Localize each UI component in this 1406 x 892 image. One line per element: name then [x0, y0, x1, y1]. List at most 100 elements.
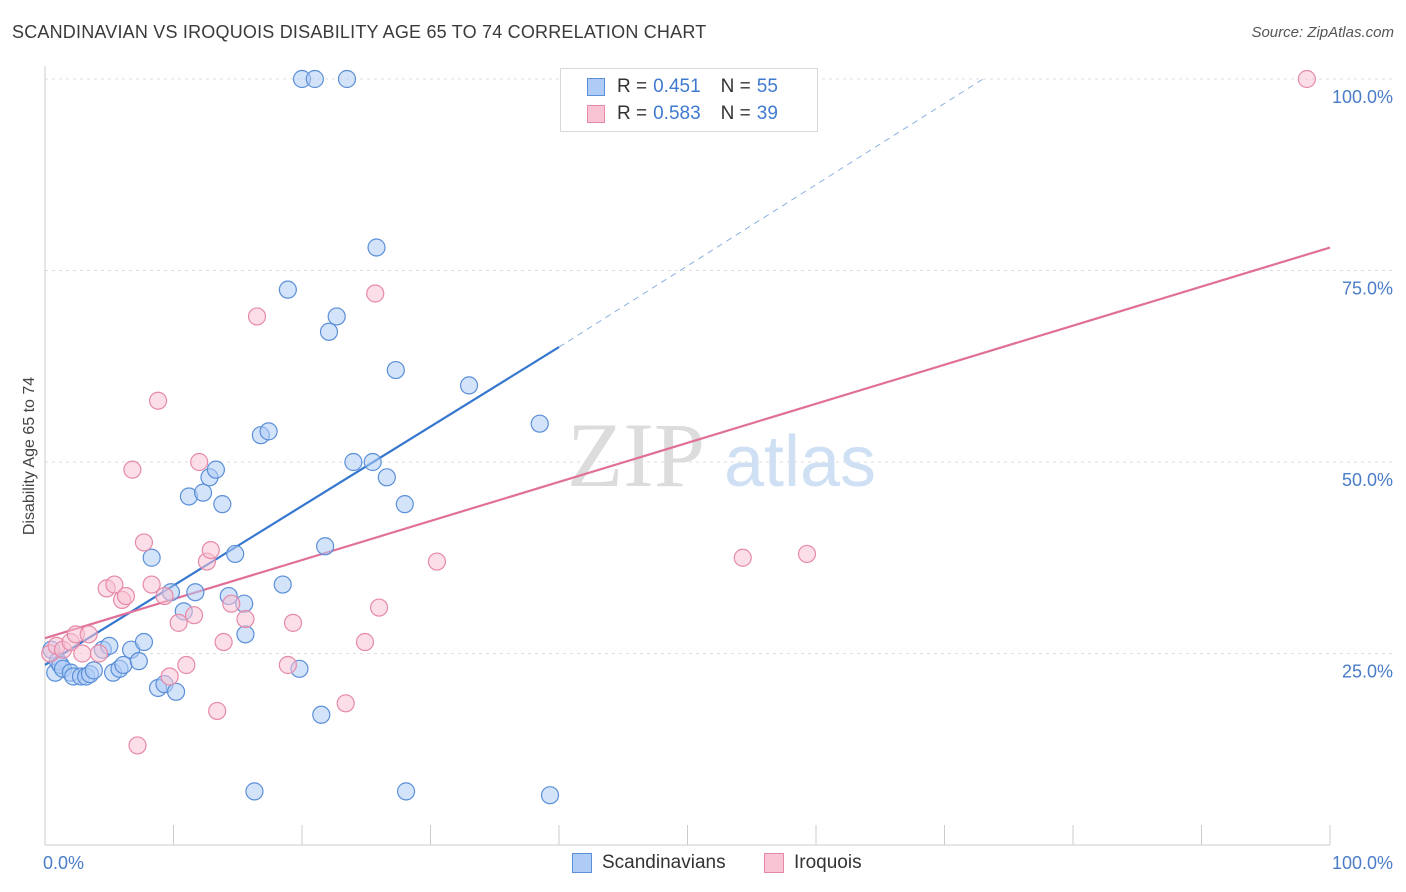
- data-points: [41, 69, 1316, 805]
- point-scandinavians: [530, 414, 549, 433]
- y-tick-label: 100.0%: [1332, 87, 1393, 107]
- bottom-legend-swatch-blue: [572, 853, 592, 873]
- point-scandinavians: [337, 69, 357, 89]
- legend-row-scandinavians: R = 0.451 N = 55: [587, 75, 778, 99]
- point-scandinavians: [213, 495, 232, 514]
- legend-swatch-pink: [587, 105, 605, 123]
- point-scandinavians: [114, 655, 133, 675]
- point-iroquois: [177, 655, 196, 675]
- point-scandinavians: [278, 280, 297, 299]
- point-scandinavians: [363, 452, 382, 472]
- point-scandinavians: [395, 495, 414, 514]
- point-iroquois: [236, 609, 255, 629]
- y-tick-label: 50.0%: [1342, 470, 1393, 490]
- point-iroquois: [123, 460, 142, 479]
- point-scandinavians: [236, 625, 255, 644]
- point-iroquois: [283, 613, 303, 632]
- point-iroquois: [278, 655, 297, 675]
- point-scandinavians: [540, 786, 560, 805]
- point-iroquois: [1297, 69, 1316, 89]
- point-iroquois: [148, 391, 168, 410]
- point-scandinavians: [166, 682, 186, 701]
- point-iroquois: [427, 552, 447, 571]
- point-scandinavians: [396, 782, 416, 801]
- point-iroquois: [79, 625, 98, 644]
- legend-n-value: 39: [756, 103, 778, 124]
- point-scandinavians: [84, 661, 103, 680]
- point-scandinavians: [129, 652, 148, 671]
- point-scandinavians: [319, 322, 339, 341]
- trend-line-iroquois: [44, 246, 1331, 640]
- point-iroquois: [73, 644, 92, 663]
- point-scandinavians: [193, 483, 213, 502]
- point-iroquois: [201, 540, 220, 560]
- x-tick-label: 0.0%: [43, 853, 84, 873]
- watermark-zip: ZIP: [567, 404, 705, 506]
- legend-n-value: 55: [756, 76, 778, 97]
- point-iroquois: [116, 586, 136, 606]
- legend-n-label: N =: [720, 103, 751, 124]
- point-scandinavians: [459, 376, 479, 395]
- y-axis-label: Disability Age 65 to 74: [21, 377, 38, 535]
- point-scandinavians: [186, 583, 205, 602]
- bottom-legend-label-iroquois: Iroquois: [794, 852, 862, 873]
- point-scandinavians: [305, 69, 324, 89]
- point-scandinavians: [245, 782, 264, 801]
- y-tick-label: 75.0%: [1342, 279, 1393, 299]
- point-scandinavians: [142, 548, 161, 567]
- trend-line-scandinavians-extension: [558, 78, 984, 348]
- legend-n-label: N =: [720, 76, 751, 97]
- watermark-atlas: atlas: [724, 422, 876, 502]
- bottom-legend-swatch-pink: [764, 853, 784, 873]
- point-iroquois: [155, 586, 174, 606]
- point-scandinavians: [134, 632, 154, 652]
- point-iroquois: [184, 606, 204, 625]
- point-iroquois: [128, 736, 147, 755]
- legend-r-label: R =: [617, 103, 648, 124]
- legend-row-iroquois: R = 0.583 N = 39: [587, 102, 778, 126]
- point-iroquois: [214, 632, 233, 652]
- point-scandinavians: [259, 422, 278, 441]
- trend-lines: [44, 78, 1331, 666]
- bottom-legend-iroquois: Iroquois: [764, 852, 862, 874]
- point-iroquois: [733, 548, 752, 567]
- point-scandinavians: [367, 238, 386, 257]
- point-scandinavians: [312, 705, 331, 724]
- point-iroquois: [247, 307, 267, 326]
- point-iroquois: [142, 575, 161, 594]
- x-tick-label: 100.0%: [1332, 853, 1393, 873]
- point-scandinavians: [316, 537, 335, 556]
- point-iroquois: [222, 594, 241, 613]
- legend-r-label: R =: [617, 76, 648, 97]
- legend-swatch-blue: [587, 78, 605, 96]
- point-scandinavians: [377, 468, 396, 487]
- point-iroquois: [370, 598, 389, 617]
- point-scandinavians: [386, 360, 405, 380]
- point-iroquois: [797, 544, 817, 564]
- point-scandinavians: [327, 307, 346, 326]
- axes: [44, 66, 1331, 846]
- point-iroquois: [366, 284, 385, 303]
- tick-labels: 25.0% 50.0% 75.0% 100.0% 0.0% 100.0%: [43, 87, 1393, 873]
- y-tick-label: 25.0%: [1342, 662, 1393, 682]
- point-iroquois: [336, 694, 355, 713]
- point-scandinavians: [273, 575, 292, 594]
- point-scandinavians: [226, 544, 245, 564]
- chart-title: SCANDINAVIAN VS IROQUOIS DISABILITY AGE …: [12, 22, 707, 42]
- source-label: Source: ZipAtlas.com: [1251, 24, 1394, 41]
- bottom-legend-label-scandinavians: Scandinavians: [602, 852, 726, 873]
- point-scandinavians: [206, 460, 226, 479]
- legend: R = 0.451 N = 55 R = 0.583 N = 39: [560, 68, 818, 132]
- legend-r-value: 0.451: [653, 76, 701, 97]
- point-iroquois: [89, 644, 109, 663]
- point-iroquois: [355, 632, 375, 652]
- point-iroquois: [160, 667, 179, 686]
- legend-r-value: 0.583: [653, 103, 701, 124]
- point-iroquois: [169, 613, 188, 632]
- point-iroquois: [134, 533, 154, 552]
- point-scandinavians: [344, 452, 363, 472]
- watermark: ZIP atlas: [567, 404, 876, 506]
- point-iroquois: [190, 452, 209, 472]
- point-iroquois: [208, 701, 227, 721]
